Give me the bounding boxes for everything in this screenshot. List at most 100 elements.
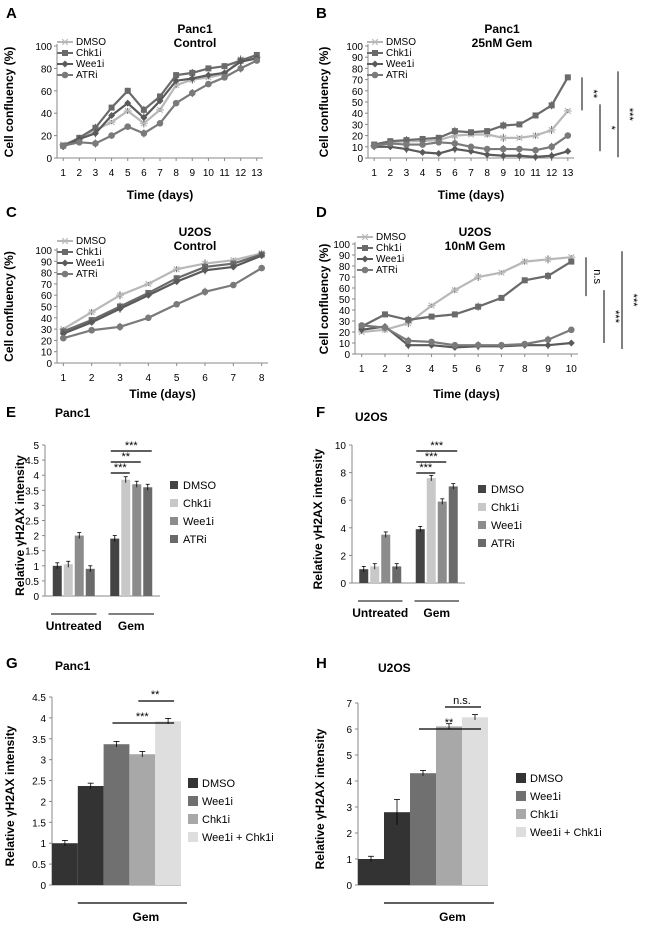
data-point-ATRi [564, 132, 572, 139]
legend-label: Wee1i + Chk1i [202, 832, 274, 844]
legend-label: Chk1i [76, 247, 102, 258]
data-point-Chk1i [516, 121, 523, 128]
x-tick-label: 4 [429, 364, 435, 375]
y-tick-label: 50 [352, 98, 364, 109]
y-tick-label: 4.5 [25, 456, 39, 467]
star-stroke [88, 308, 95, 316]
data-point-DMSO [450, 286, 459, 294]
x-tick-label: 10 [566, 364, 578, 375]
y-tick-label: 2 [340, 551, 346, 562]
x-tick-label: 8 [259, 373, 265, 384]
data-point-ATRi [451, 140, 459, 147]
data-point-Chk1i [564, 74, 571, 81]
y-tick-label: 30 [339, 317, 351, 328]
legend-swatch [478, 521, 486, 529]
x-tick-label: 11 [530, 168, 541, 179]
data-point-ATRi [253, 57, 261, 64]
bar-Wee1i [132, 484, 142, 596]
data-point-Chk1i [157, 93, 163, 100]
data-point-ATRi [428, 338, 435, 346]
data-point-Chk1i [498, 294, 505, 301]
group-label: Gem [118, 619, 145, 633]
x-tick-label: 7 [468, 168, 474, 179]
data-point-Chk1i [189, 69, 196, 76]
chart-title: U2OS [459, 225, 492, 239]
data-point-ATRi [499, 145, 507, 153]
y-tick-label: 40 [352, 109, 364, 120]
y-tick-label: 0 [346, 881, 352, 892]
x-tick-label: 6 [202, 373, 208, 384]
y-tick-label: 30 [41, 325, 53, 336]
y-axis-label: Cell confluency (%) [317, 47, 331, 158]
data-point-Wee1i [172, 77, 180, 85]
star-stroke [532, 132, 539, 139]
star-stroke [145, 280, 152, 288]
data-point-ATRi [124, 123, 132, 130]
y-tick-label: 100 [35, 42, 52, 53]
group-label: Gem [133, 910, 160, 924]
data-point-Wee1i [499, 152, 507, 160]
x-tick-label: 13 [251, 168, 263, 179]
chart-title: 25nM Gem [472, 36, 533, 50]
legend-label: Wee1i + Chk1i [530, 827, 602, 839]
legend-label: Wee1i [76, 59, 104, 70]
x-tick-label: 5 [174, 373, 180, 384]
data-point-Chk1i [548, 102, 555, 109]
panel-letter: F [316, 404, 325, 421]
panel-letter: C [6, 204, 17, 221]
y-axis-label: Cell confluency (%) [2, 251, 16, 362]
y-tick-label: 80 [41, 269, 53, 280]
data-point-ATRi [59, 142, 67, 149]
group-label: Untreated [46, 619, 102, 633]
bar-ATRi [143, 487, 153, 596]
x-tick-label: 5 [452, 364, 458, 375]
data-point-Chk1i [475, 303, 482, 310]
star-stroke [516, 134, 523, 142]
legend-swatch [170, 481, 178, 489]
data-point-ATRi [467, 143, 475, 151]
data-point-ATRi [404, 337, 412, 345]
star-stroke [428, 302, 435, 309]
data-point-DMSO [547, 126, 556, 134]
y-tick-label: 40 [339, 306, 351, 317]
bar-DMSO [359, 569, 369, 583]
data-point-ATRi [358, 322, 365, 329]
data-point-Wee1i [258, 252, 266, 260]
x-tick-label: 7 [499, 364, 505, 375]
x-tick-label: 12 [235, 168, 247, 179]
bar-Wee1i [381, 534, 391, 583]
y-tick-label: 30 [352, 120, 364, 131]
chart-title: 10nM Gem [445, 239, 506, 253]
y-tick-label: 2 [33, 532, 39, 543]
y-axis-label: Cell confluency (%) [2, 47, 16, 158]
y-axis-label: Relative γH2AX intensity [313, 728, 327, 869]
x-tick-label: 2 [77, 168, 83, 179]
y-tick-label: 1.5 [32, 818, 46, 829]
y-tick-label: 80 [352, 64, 364, 75]
legend-label: DMSO [491, 484, 524, 496]
legend-label: DMSO [202, 778, 235, 790]
legend-label: Chk1i [376, 243, 402, 254]
bar [436, 726, 462, 885]
y-tick-label: 1 [40, 839, 46, 850]
x-tick-label: 3 [117, 373, 123, 384]
y-tick-label: 2 [346, 829, 352, 840]
series-line-Wee1i [361, 325, 572, 349]
x-tick-label: 2 [382, 364, 388, 375]
data-point-Wee1i [91, 129, 99, 137]
y-tick-label: 60 [339, 284, 351, 295]
y-tick-label: 20 [339, 328, 351, 339]
chart-title: Panc1 [177, 22, 213, 36]
chart-title: Panc1 [55, 406, 91, 420]
bar [129, 754, 156, 885]
data-point-Chk1i [173, 72, 180, 79]
data-point-Chk1i [205, 65, 212, 72]
legend-swatch [516, 809, 526, 819]
legend-label: Chk1i [530, 809, 558, 821]
star-stroke [116, 291, 124, 299]
y-axis-label: Relative γH2AX intensity [13, 455, 27, 596]
data-point-Wee1i [88, 318, 96, 326]
data-point-ATRi [145, 314, 152, 322]
y-tick-label: 0 [46, 359, 52, 370]
